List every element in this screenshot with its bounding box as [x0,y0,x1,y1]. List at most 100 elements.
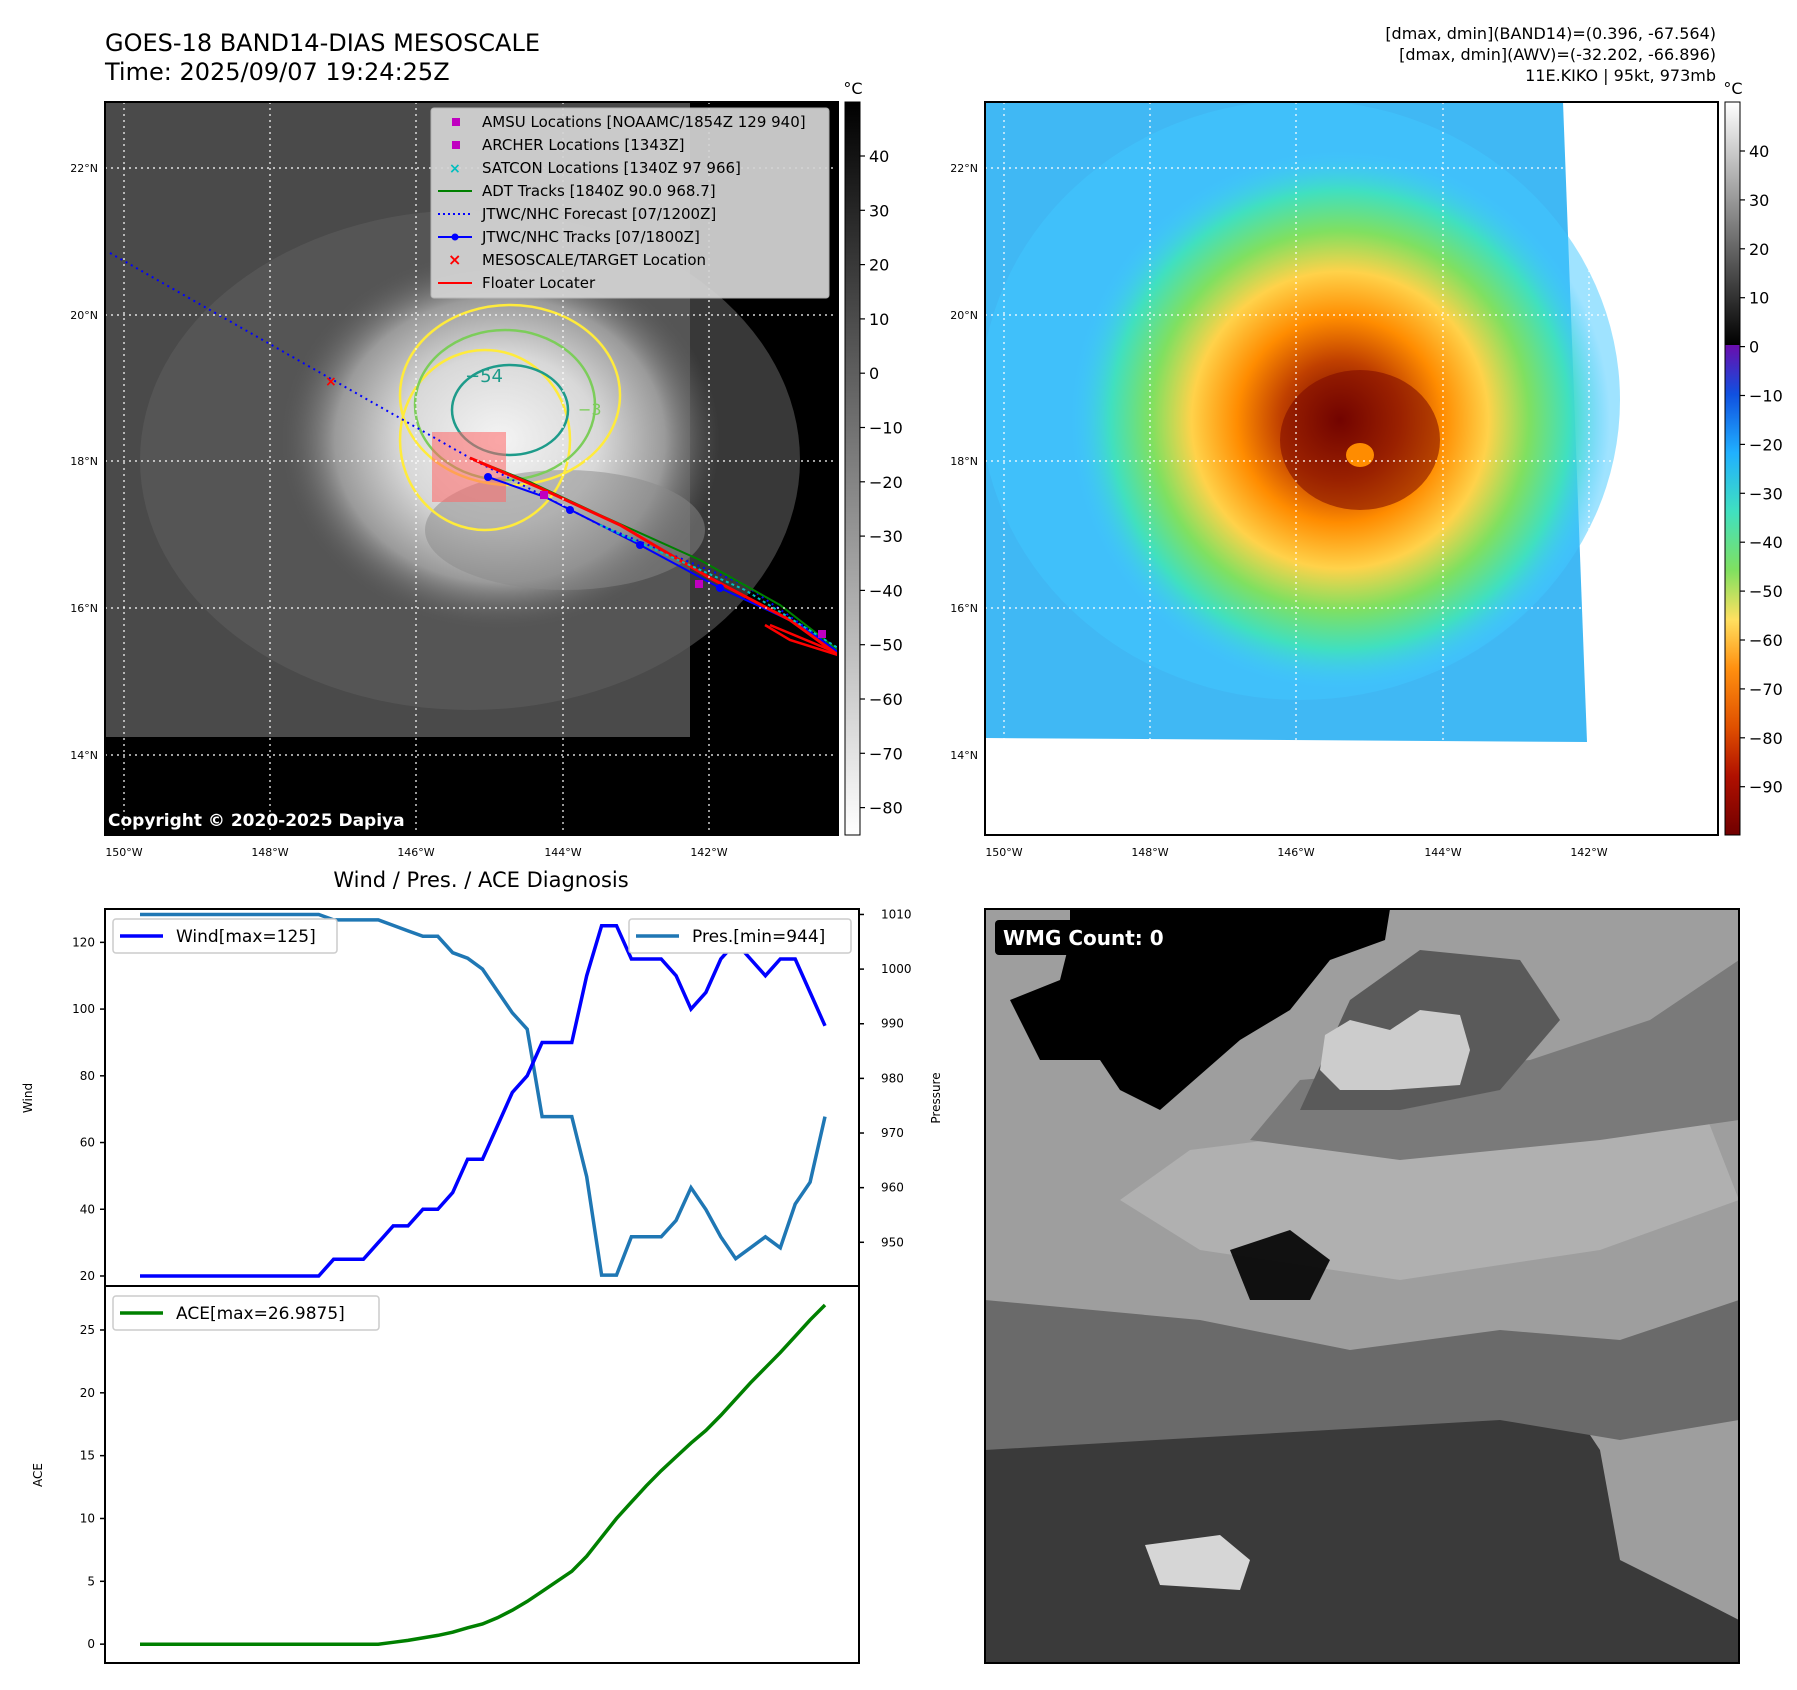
colorbar-tick-label: −10 [1749,387,1783,406]
svg-text:18°N: 18°N [950,455,978,468]
svg-text:16°N: 16°N [950,602,978,615]
legend-item-tracks: JTWC/NHC Tracks [07/1800Z] [438,228,700,246]
ir-map-lat-labels: 22°N 20°N 18°N 16°N 14°N [70,162,98,762]
wind-series-line [140,923,827,1278]
y-tick-label: 970 [881,1126,904,1140]
ace-chart: ACE 0 5 10 15 20 25 ACE[max=26.9875] [31,1285,860,1664]
awv-map-lat-labels: 22°N 20°N 18°N 16°N 14°N [950,162,978,762]
svg-text:148°W: 148°W [251,846,288,859]
legend-marker-x: × [448,250,461,269]
svg-text:144°W: 144°W [1424,846,1461,859]
wmg-count-label: WMG Count: 0 [1003,926,1164,950]
y-tick-label: 1010 [881,907,912,921]
colorbar-tick-label: 40 [1749,142,1769,161]
floater-track [469,456,838,657]
y-tick-label: 100 [72,1002,95,1016]
y-tick-label: 20 [80,1386,95,1400]
y-tick-label: 5 [87,1574,95,1588]
colorbar-tick-label: 10 [869,310,889,329]
jtwc-track [487,476,838,653]
y-tick-label: 980 [881,1071,904,1085]
y-tick-label: 10 [80,1511,95,1525]
pressure-legend-label: Pres.[min=944] [692,927,825,947]
diagnosis-title: Wind / Pres. / ACE Diagnosis [333,868,628,892]
colorbar-tick-label: 30 [1749,191,1769,210]
info-awv: [dmax, dmin](AWV)=(-32.202, -66.896) [1399,45,1716,64]
legend-marker-square [452,141,460,149]
svg-text:°C: °C [1723,79,1742,98]
wmg-eye-region [1320,1010,1470,1090]
colorbar-tick-label: 0 [869,364,879,383]
wind-pressure-frame [104,908,860,1287]
colorbar-tick-label: −40 [869,581,903,600]
legend-item-satcon: × SATCON Locations [1340Z 97 966] [449,159,741,177]
colorbar-tick-label: −80 [869,799,903,818]
contour-yellow-inner [398,348,572,532]
y-tick-label: 1000 [881,962,912,976]
svg-text:142°W: 142°W [1570,846,1607,859]
ace-legend: ACE[max=26.9875] [112,1295,380,1331]
legend-marker-x: × [449,161,461,177]
ace-axis-label: ACE [31,1463,45,1487]
wind-pressure-chart: Wind Pressure 20 40 60 80 100 120 950 960 970 98… [21,907,943,1287]
copyright: Copyright © 2020-2025 Dapiya [108,811,405,831]
colorbar-tick-label: −40 [1749,533,1783,552]
ace-frame [104,1285,860,1664]
info-band14: [dmax, dmin](BAND14)=(0.396, -67.564) [1385,24,1716,43]
y-tick-label: 80 [80,1069,95,1083]
svg-text:148°W: 148°W [1131,846,1168,859]
legend-box [430,107,830,299]
svg-text:ARCHER Locations [1343Z]: ARCHER Locations [1343Z] [482,136,685,154]
svg-text:°C: °C [843,79,862,98]
colorbar-tick-label: 30 [869,201,889,220]
wmg-panel: WMG Count: 0 [985,909,1739,1663]
colorbar-tick-label: −60 [1749,631,1783,650]
colorbar-tick-label: −20 [1749,435,1783,454]
colorbar-tick-label: −90 [1749,778,1783,797]
awv-gridlines [985,102,1718,835]
svg-text:22°N: 22°N [950,162,978,175]
y-tick-label: 25 [80,1323,95,1337]
wind-legend: Wind[max=125] [112,918,338,954]
ir-gridlines [105,102,838,835]
legend: AMSU Locations [NOAAMC/1854Z 129 940] AR… [430,107,830,299]
ace-legend-label: ACE[max=26.9875] [176,1304,345,1324]
y-tick-label: 60 [80,1136,95,1150]
awv-eye [1346,443,1374,467]
colorbar-tick-label: −60 [869,690,903,709]
svg-text:150°W: 150°W [985,846,1022,859]
svg-text:22°N: 22°N [70,162,98,175]
svg-text:146°W: 146°W [1277,846,1314,859]
colorbar-tick-label: −50 [869,636,903,655]
y-tick-label: 960 [881,1181,904,1195]
svg-text:Floater Locater: Floater Locater [482,274,596,292]
svg-text:ADT Tracks [1840Z 90.0 968.7]: ADT Tracks [1840Z 90.0 968.7] [482,182,716,200]
legend-item-archer: ARCHER Locations [1343Z] [452,136,685,154]
svg-text:16°N: 16°N [70,602,98,615]
colorbar-tick-label: −70 [1749,680,1783,699]
colorbar-awv: °C 40 30 20 10 0 −10 −20 −30 −40 −50 −60 −70 −80 −90 [1723,79,1783,836]
colorbar-tick-label: 40 [869,147,889,166]
legend-item-forecast: JTWC/NHC Forecast [07/1200Z] [438,205,716,223]
colorbar-tick-label: −80 [1749,729,1783,748]
contour-teal [450,363,570,457]
pressure-axis-label: Pressure [929,1072,943,1123]
svg-text:AMSU Locations [NOAAMC/1854Z 1: AMSU Locations [NOAAMC/1854Z 129 940] [482,113,806,131]
legend-item-amsu: AMSU Locations [NOAAMC/1854Z 129 940] [452,113,806,131]
colorbar-tick-label: 10 [1749,289,1769,308]
wind-axis-label: Wind [21,1083,35,1113]
svg-text:MESOSCALE/TARGET Location: MESOSCALE/TARGET Location [482,251,706,269]
svg-text:20°N: 20°N [70,309,98,322]
colorbar-tick-label: −20 [869,473,903,492]
svg-text:14°N: 14°N [70,749,98,762]
wmg-dark-region [1010,909,1390,1110]
svg-text:×: × [325,374,337,390]
y-tick-label: 20 [80,1269,95,1283]
svg-text:150°W: 150°W [105,846,142,859]
svg-text:JTWC/NHC Tracks [07/1800Z]: JTWC/NHC Tracks [07/1800Z] [481,228,700,246]
y-tick-label: 990 [881,1017,904,1031]
legend-marker-square [452,118,460,126]
info-storm: 11E.KIKO | 95kt, 973mb [1525,66,1716,85]
legend-item-target: × MESOSCALE/TARGET Location [448,250,706,269]
